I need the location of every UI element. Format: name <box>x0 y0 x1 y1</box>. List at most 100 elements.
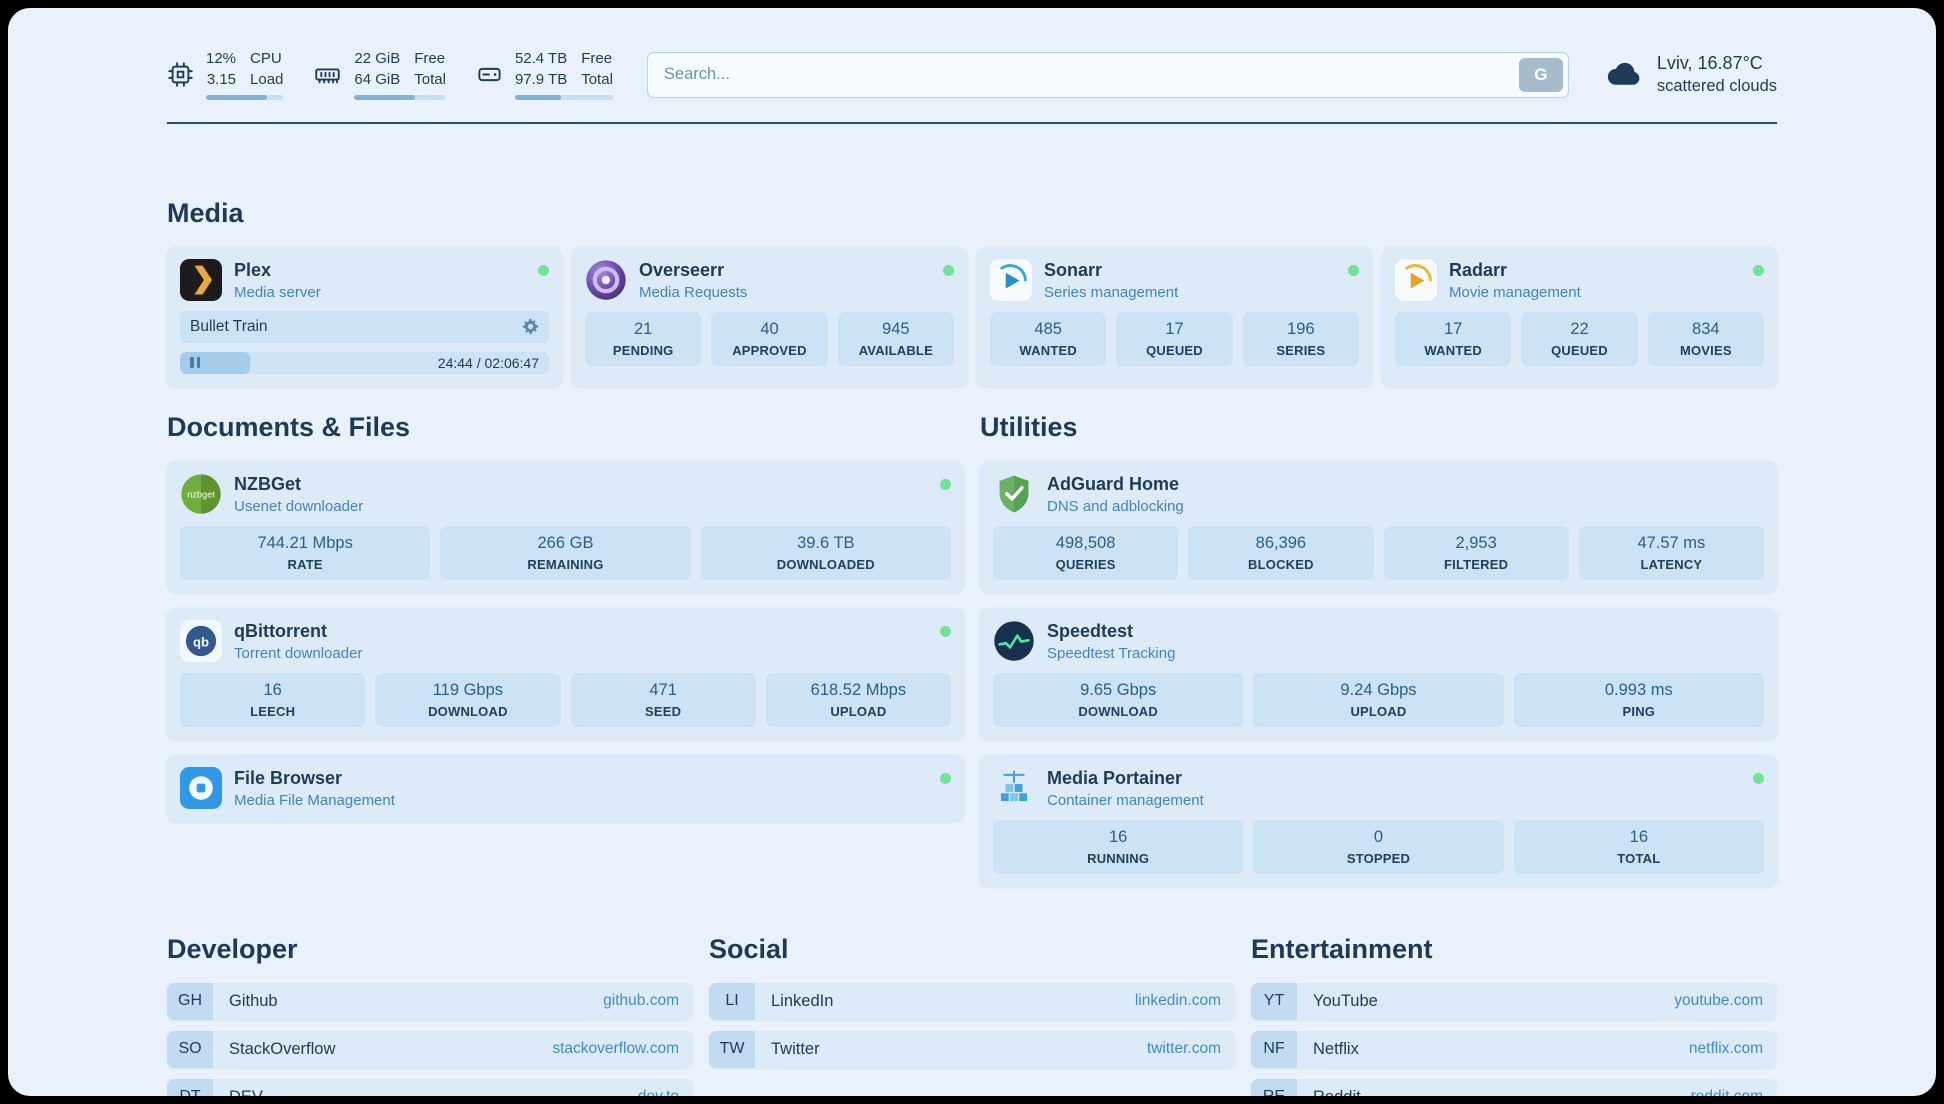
stat-ping: 0.993 ms PING <box>1513 672 1764 727</box>
bookmark-name: DEV <box>229 1088 263 1097</box>
service-name: qBittorrent <box>234 620 327 641</box>
stat-series: 196 SERIES <box>1242 311 1359 366</box>
stat-running: 16 RUNNING <box>993 819 1244 874</box>
cloud-icon <box>1603 55 1645 94</box>
bookmark-abbr: NF <box>1251 1030 1297 1068</box>
stat-queries: 498,508 QUERIES <box>993 525 1179 580</box>
weather-widget: Lviv, 16.87°C scattered clouds <box>1603 53 1777 96</box>
status-dot <box>940 478 951 490</box>
sonarr-icon <box>990 258 1032 301</box>
resource-widgets: 12% CPU 3.15 Load <box>167 50 613 100</box>
filebrowser-icon <box>180 766 222 809</box>
adguard-icon <box>993 473 1035 515</box>
disk-icon <box>476 61 503 88</box>
bookmark-dev[interactable]: DT DEV dev.to <box>167 1078 693 1097</box>
pause-button[interactable] <box>180 351 251 374</box>
bookmark-stackoverflow[interactable]: SO StackOverflow stackoverflow.com <box>167 1030 693 1068</box>
service-card-portainer[interactable]: Media Portainer Container management 16 … <box>980 754 1777 886</box>
cpu-usage-label: CPU <box>250 50 282 67</box>
header-divider <box>167 121 1777 124</box>
service-description: DNS and adblocking <box>1047 497 1184 515</box>
bookmark-url: reddit.com <box>1691 1088 1763 1096</box>
stat-remaining: 266 GB REMAINING <box>440 525 691 580</box>
stat-movies: 834 MOVIES <box>1647 311 1764 366</box>
dashboard-page: 12% CPU 3.15 Load <box>8 8 1936 1096</box>
disk-free-label: Free <box>581 50 613 67</box>
search-input[interactable] <box>646 51 1569 98</box>
stat-stopped: 0 STOPPED <box>1253 819 1504 874</box>
service-description: Movie management <box>1449 283 1581 301</box>
radarr-icon <box>1395 258 1437 301</box>
stat-queued: 17 QUEUED <box>1116 311 1233 366</box>
section-media: Media Plex Media server <box>167 198 1777 386</box>
plex-icon <box>180 258 222 301</box>
svg-text:qb: qb <box>193 634 209 649</box>
section-utilities: Utilities AdGuard Home <box>980 412 1777 886</box>
section-title-documents: Documents & Files <box>167 411 411 442</box>
bookmark-youtube[interactable]: YT YouTube youtube.com <box>1251 982 1777 1020</box>
section-documents: Documents & Files nzbget NZBGet <box>167 412 964 821</box>
service-card-plex[interactable]: Plex Media server Bullet Train <box>167 246 562 386</box>
status-dot <box>940 625 951 637</box>
bookmark-group-title: Developer <box>167 933 298 964</box>
bookmark-netflix[interactable]: NF Netflix netflix.com <box>1251 1030 1777 1068</box>
portainer-icon <box>993 767 1035 809</box>
status-dot <box>943 264 954 276</box>
status-dot <box>1753 772 1764 784</box>
status-dot <box>1348 264 1359 276</box>
bookmark-name: LinkedIn <box>771 991 834 1010</box>
ram-icon <box>313 61 342 88</box>
service-description: Media server <box>234 283 321 301</box>
search-bar: G <box>646 51 1569 98</box>
search-provider-button[interactable]: G <box>1518 57 1563 92</box>
stat-queued: 22 QUEUED <box>1521 311 1638 366</box>
qbittorrent-icon: qb <box>180 619 222 662</box>
service-card-overseerr[interactable]: Overseerr Media Requests 21 PENDING 40 A… <box>572 246 967 386</box>
service-description: Torrent downloader <box>234 644 363 662</box>
bookmark-abbr: YT <box>1251 982 1297 1020</box>
stat-rate: 744.21 Mbps RATE <box>180 525 431 580</box>
bookmark-twitter[interactable]: TW Twitter twitter.com <box>709 1030 1235 1068</box>
bookmark-group-developer: Developer GH Github github.com SO StackO… <box>167 933 693 1097</box>
ram-free-value: 22 GiB <box>354 50 401 67</box>
service-name: Overseerr <box>639 259 725 280</box>
bookmark-name: Reddit <box>1313 1088 1361 1097</box>
disk-progress-bar <box>514 94 613 100</box>
service-card-adguard[interactable]: AdGuard Home DNS and adblocking 498,508 … <box>980 460 1777 592</box>
disk-total-label: Total <box>581 70 613 88</box>
service-description: Container management <box>1047 791 1204 809</box>
ram-total-value: 64 GiB <box>354 70 401 88</box>
cpu-icon <box>167 61 194 88</box>
service-card-filebrowser[interactable]: File Browser Media File Management <box>167 754 964 821</box>
bookmark-url: netflix.com <box>1688 1040 1763 1057</box>
status-dot <box>940 772 951 784</box>
section-title-utilities: Utilities <box>980 411 1078 442</box>
service-name: Media Portainer <box>1047 767 1183 788</box>
bookmark-abbr: TW <box>709 1030 755 1068</box>
service-name: NZBGet <box>234 473 301 494</box>
service-card-qbittorrent[interactable]: qb qBittorrent Torrent downloader 16 LEE… <box>167 607 964 739</box>
stat-download: 9.65 Gbps DOWNLOAD <box>993 672 1244 727</box>
bookmark-url: linkedin.com <box>1134 992 1221 1009</box>
service-card-sonarr[interactable]: Sonarr Series management 485 WANTED 17 Q… <box>977 246 1372 386</box>
svg-text:nzbget: nzbget <box>187 489 215 499</box>
stat-download: 119 Gbps DOWNLOAD <box>375 672 561 727</box>
service-name: Sonarr <box>1044 259 1103 280</box>
stat-upload: 618.52 Mbps UPLOAD <box>765 672 951 727</box>
service-card-nzbget[interactable]: nzbget NZBGet Usenet downloader 744.21 M… <box>167 460 964 592</box>
service-card-speedtest[interactable]: Speedtest Speedtest Tracking 9.65 Gbps D… <box>980 607 1777 739</box>
playback-progress-bar[interactable]: 24:44 / 02:06:47 <box>180 351 549 374</box>
gear-icon[interactable] <box>522 318 539 335</box>
stat-latency: 47.57 ms LATENCY <box>1578 525 1764 580</box>
top-bar: 12% CPU 3.15 Load <box>167 8 1777 100</box>
overseerr-icon <box>585 259 627 301</box>
ram-progress-bar <box>354 94 446 100</box>
cpu-usage-value: 12% <box>206 50 237 67</box>
bookmark-linkedin[interactable]: LI LinkedIn linkedin.com <box>709 982 1235 1020</box>
bookmark-github[interactable]: GH Github github.com <box>167 982 693 1020</box>
service-card-radarr[interactable]: Radarr Movie management 17 WANTED 22 QUE… <box>1382 246 1777 386</box>
pause-icon <box>190 357 194 368</box>
service-description: Usenet downloader <box>234 497 364 515</box>
disk-widget: 52.4 TB Free 97.9 TB Total <box>476 50 613 100</box>
bookmark-reddit[interactable]: RE Reddit reddit.com <box>1251 1078 1777 1097</box>
